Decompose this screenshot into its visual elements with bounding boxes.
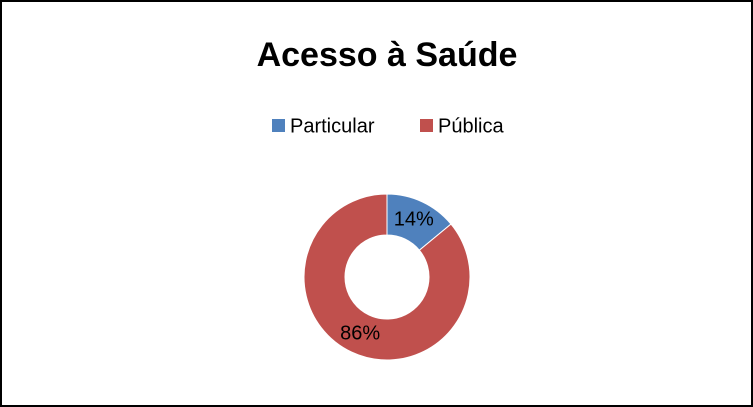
legend-swatch [272, 119, 285, 132]
donut-segment [303, 193, 471, 361]
data-label: 86% [340, 322, 380, 344]
legend-swatch [420, 119, 433, 132]
legend-label: Pública [438, 115, 504, 137]
data-label: 14% [394, 208, 434, 230]
legend-label: Particular [290, 115, 375, 137]
chart-title: Acesso à Saúde [257, 36, 518, 74]
